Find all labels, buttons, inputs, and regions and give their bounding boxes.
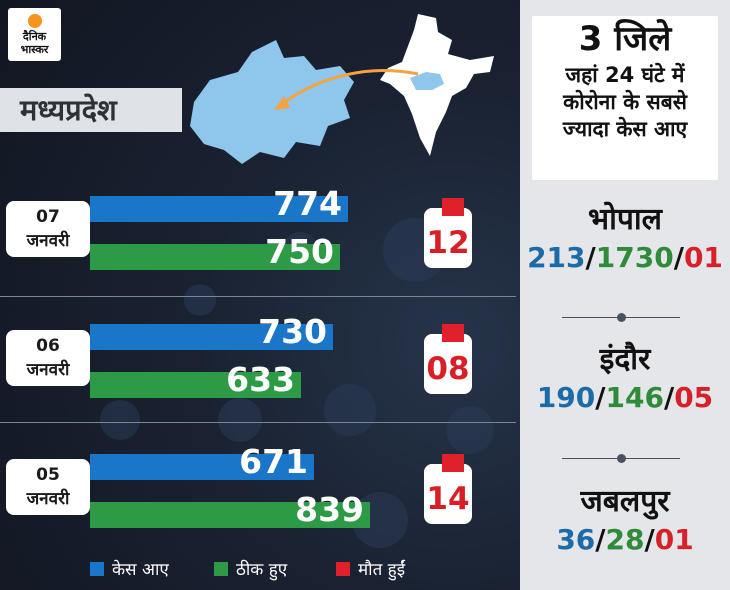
legend-label: मौत हुईं (358, 560, 406, 580)
legend-item-recovered: ठीक हुए (214, 558, 287, 582)
legend-swatch (214, 562, 228, 576)
title-line: जहां 24 घंटे में (565, 63, 685, 87)
district-cases: 213 (527, 241, 586, 274)
title-line: ज्यादा केस आए (562, 117, 688, 141)
death-marker-icon (442, 198, 464, 216)
divider-dot-icon (617, 454, 626, 463)
dainik-bhaskar-logo: दैनिक भास्कर (8, 8, 61, 61)
madhya-pradesh-map-icon (190, 40, 354, 164)
district-deaths: 01 (683, 241, 723, 274)
legend-item-deaths: मौत हुईं (336, 558, 405, 582)
row-divider (0, 296, 516, 297)
district-deaths: 05 (674, 381, 714, 414)
district-cases: 36 (556, 523, 596, 556)
districts-title: 3 जिले जहां 24 घंटे में कोरोना के सबसे ज… (532, 16, 718, 180)
district-cases: 190 (536, 381, 596, 414)
district-recovered: 146 (605, 381, 664, 414)
bar-cases: 730 (90, 312, 333, 351)
map-pointer-arrow (274, 69, 419, 110)
bar-value: 774 (273, 184, 342, 223)
bar-recovered: 839 (90, 490, 370, 529)
logo-text-line1: दैनिक (22, 30, 47, 43)
district-deaths: 01 (654, 523, 694, 556)
district-name: भोपाल (587, 202, 662, 237)
bar-value: 730 (258, 312, 327, 351)
india-map-icon (380, 14, 494, 156)
death-count-box: 12 (424, 198, 472, 268)
district-recovered: 28 (605, 523, 645, 556)
bar-value: 633 (226, 360, 295, 399)
legend-label: केस आए (112, 560, 169, 580)
title-line: 3 जिले (578, 19, 672, 59)
death-count-box: 14 (424, 454, 472, 524)
logo-text-line2: भास्कर (20, 43, 49, 56)
legend-label: ठीक हुए (236, 560, 288, 580)
date-label: 06 जनवरी (6, 330, 90, 386)
row-divider (0, 422, 516, 423)
death-marker-icon (442, 324, 464, 342)
death-count: 12 (426, 225, 470, 261)
bar-cases: 774 (90, 184, 348, 223)
district-indore: इंदौर 190/146/05 (520, 340, 730, 416)
death-count: 08 (426, 351, 470, 387)
date-month: जनवरी (26, 489, 70, 509)
bar-recovered: 750 (90, 232, 340, 271)
district-bhopal: भोपाल 213/1730/01 (520, 200, 730, 276)
district-stats: 190/146/05 (536, 381, 714, 414)
bar-value: 671 (239, 442, 308, 481)
district-stats: 36/28/01 (556, 523, 694, 556)
district-stats: 213/1730/01 (527, 241, 723, 274)
bar-cases: 671 (90, 442, 314, 481)
title-line: कोरोना के सबसे (563, 90, 687, 114)
legend-item-cases: केस आए (90, 558, 169, 582)
date-day: 06 (36, 336, 60, 356)
sun-icon (27, 14, 42, 28)
district-name: इंदौर (599, 342, 651, 377)
bar-value: 750 (265, 232, 334, 271)
district-recovered: 1730 (595, 241, 674, 274)
date-month: जनवरी (26, 360, 70, 380)
death-count-box: 08 (424, 324, 472, 394)
legend-swatch (336, 562, 350, 576)
district-jabalpur: जबलपुर 36/28/01 (520, 482, 730, 558)
date-label: 05 जनवरी (6, 459, 90, 515)
death-marker-icon (442, 454, 464, 472)
district-name: जबलपुर (580, 484, 670, 519)
region-label: मध्यप्रदेश (0, 88, 182, 132)
bar-recovered: 633 (90, 360, 301, 399)
date-day: 07 (36, 207, 60, 227)
date-label: 07 जनवरी (6, 201, 90, 257)
death-count: 14 (426, 481, 470, 517)
date-day: 05 (36, 465, 60, 485)
date-month: जनवरी (26, 231, 70, 251)
bar-value: 839 (295, 490, 364, 529)
legend-swatch (90, 562, 104, 576)
divider-dot-icon (617, 313, 626, 322)
